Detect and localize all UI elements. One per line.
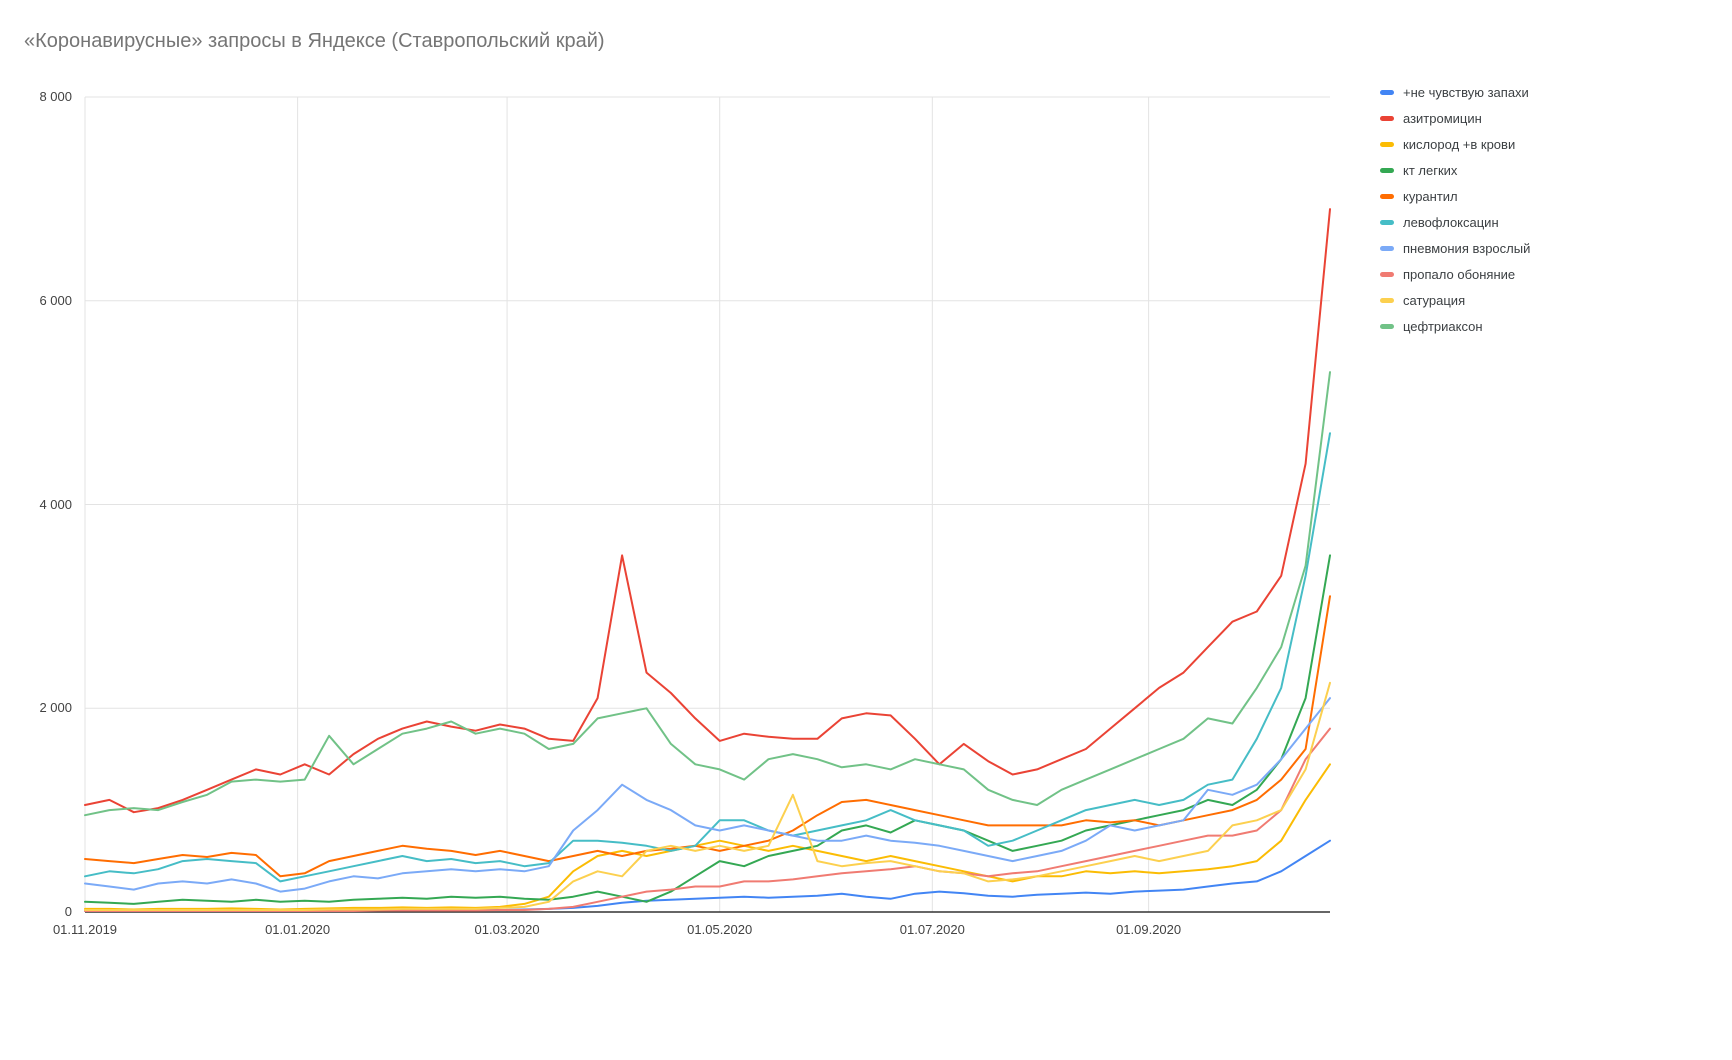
x-tick-label: 01.05.2020 — [687, 922, 753, 937]
legend-label: цефтриаксон — [1403, 318, 1483, 334]
legend-marker-icon — [1380, 141, 1394, 147]
legend-item[interactable]: курантил — [1380, 188, 1530, 204]
series-line-9[interactable] — [84, 371, 1331, 817]
legend-marker-icon — [1380, 297, 1394, 303]
legend-label: +не чувствую запахи — [1403, 84, 1529, 100]
x-tick-label: 01.11.2019 — [52, 922, 118, 937]
legend-item[interactable]: кт легких — [1380, 162, 1530, 178]
legend-marker-icon — [1380, 271, 1394, 277]
legend-item[interactable]: левофлоксацин — [1380, 214, 1530, 230]
legend-item[interactable]: пропало обоняние — [1380, 266, 1530, 282]
x-tick-label: 01.09.2020 — [1116, 922, 1182, 937]
y-tick-label: 2 000 — [39, 700, 72, 716]
legend: +не чувствую запахи азитромицин кислород +… — [1380, 84, 1531, 334]
y-tick-label: 8 000 — [39, 89, 72, 104]
legend-label: курантил — [1403, 188, 1458, 204]
legend-item[interactable]: пневмония взрослый — [1380, 240, 1531, 256]
legend-marker-icon — [1380, 89, 1394, 95]
legend-item[interactable]: цефтриаксон — [1380, 318, 1530, 334]
legend-label: кт легких — [1403, 162, 1458, 178]
y-tick-label: 4 000 — [39, 496, 72, 512]
legend-item[interactable]: сатурация — [1380, 292, 1530, 308]
series-line-5[interactable] — [84, 432, 1331, 883]
legend-marker-icon — [1380, 115, 1394, 121]
y-tick-label: 0 — [64, 904, 72, 919]
legend-label: левофлоксацин — [1403, 214, 1499, 230]
series-line-8[interactable] — [84, 681, 1331, 911]
x-tick-label: 01.07.2020 — [899, 922, 965, 937]
legend-marker-icon — [1380, 245, 1394, 251]
y-tick-label: 6 000 — [39, 292, 72, 308]
x-tick-label: 01.03.2020 — [474, 922, 540, 937]
legend-marker-icon — [1380, 167, 1394, 173]
legend-label: пропало обоняние — [1403, 266, 1516, 282]
series-line-6[interactable] — [84, 697, 1331, 893]
legend-marker-icon — [1380, 323, 1394, 329]
legend-label: азитромицин — [1403, 110, 1482, 126]
legend-marker-icon — [1380, 219, 1394, 225]
legend-item[interactable]: кислород +в крови — [1380, 136, 1530, 152]
legend-item[interactable]: +не чувствую запахи — [1380, 84, 1530, 100]
chart-title: «Коронавирусные» запросы в Яндексе (Став… — [24, 30, 605, 52]
series-line-1[interactable] — [84, 208, 1331, 814]
legend-label: кислород +в крови — [1403, 136, 1516, 152]
legend-label: сатурация — [1403, 292, 1466, 308]
legend-marker-icon — [1380, 193, 1394, 199]
legend-item[interactable]: азитромицин — [1380, 110, 1530, 126]
legend-label: пневмония взрослый — [1403, 240, 1531, 256]
series-line-3[interactable] — [84, 554, 1331, 905]
x-tick-label: 01.01.2020 — [265, 922, 331, 937]
